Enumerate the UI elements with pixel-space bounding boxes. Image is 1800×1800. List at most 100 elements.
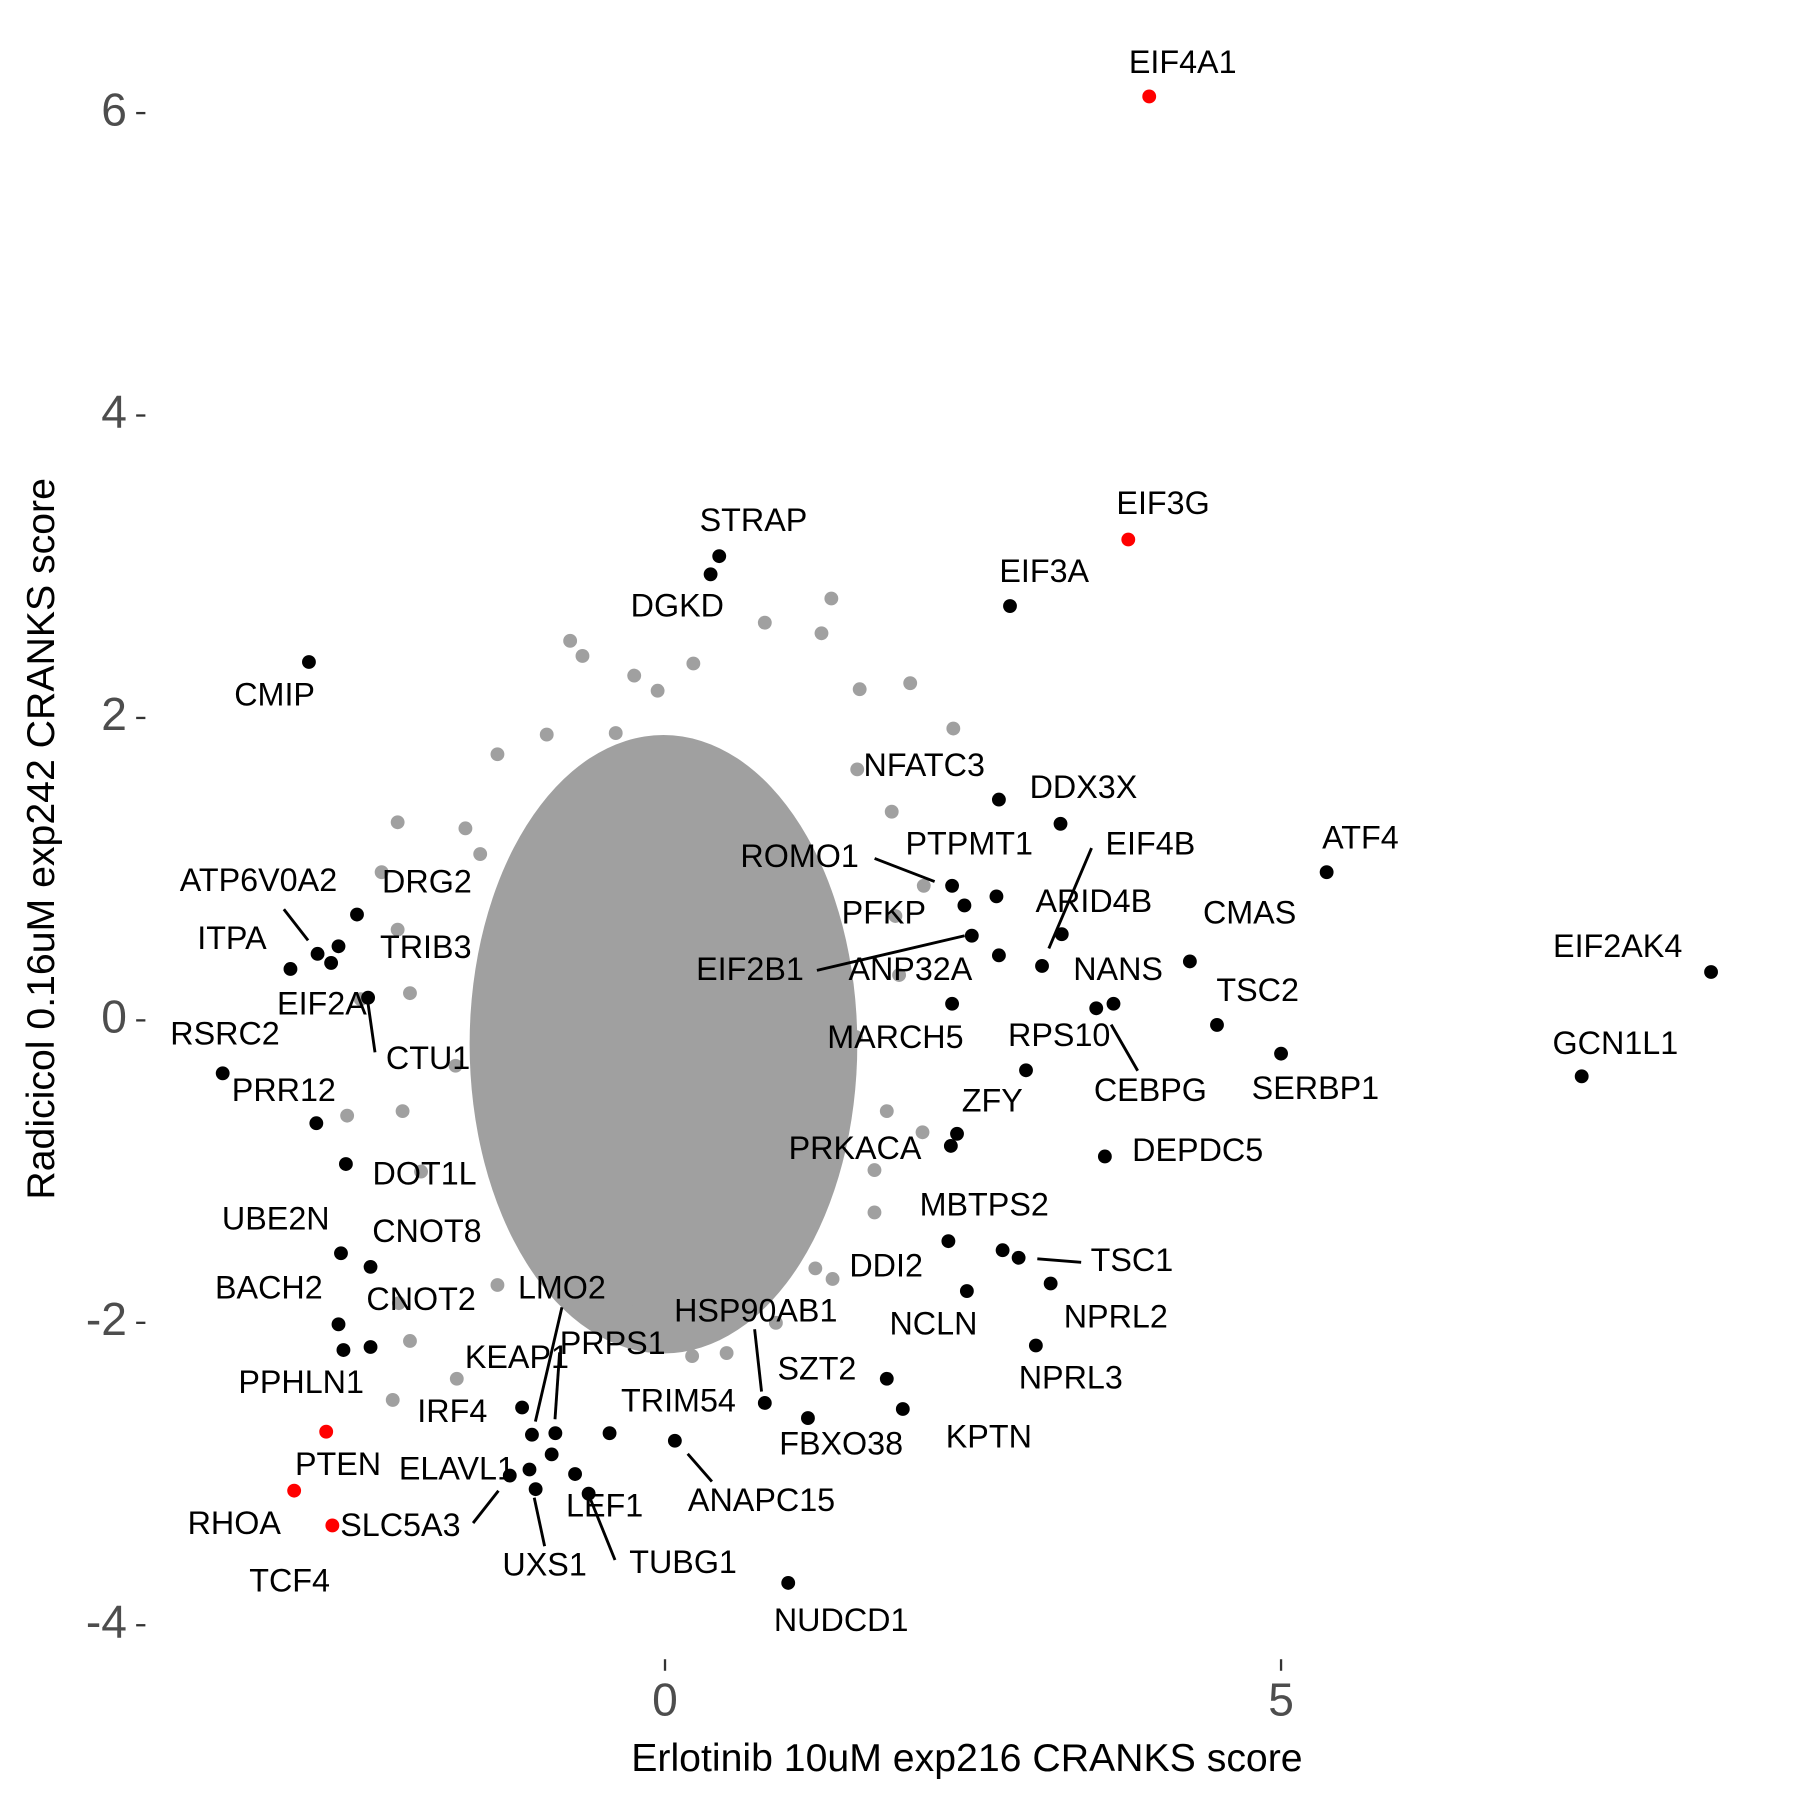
- point-label: UXS1: [502, 1546, 586, 1582]
- point: [781, 1575, 796, 1590]
- point-label: ANAPC15: [688, 1482, 835, 1518]
- point: [1035, 959, 1049, 973]
- point: [945, 996, 960, 1011]
- point: [757, 615, 772, 630]
- point: [350, 907, 364, 922]
- point: [490, 747, 505, 762]
- point: [814, 626, 829, 641]
- point-label: PRPS1: [560, 1325, 666, 1361]
- point: [490, 1278, 505, 1292]
- point: [712, 549, 727, 564]
- point: [959, 1284, 974, 1298]
- leader-line: [816, 934, 965, 972]
- point: [719, 1346, 734, 1360]
- point-label: NCLN: [889, 1305, 977, 1341]
- point-label: PPHLN1: [238, 1364, 364, 1400]
- point: [801, 1411, 815, 1426]
- point: [525, 1427, 539, 1442]
- point: [568, 1467, 582, 1481]
- point: [825, 1272, 840, 1286]
- point: [650, 683, 665, 698]
- point: [703, 567, 718, 582]
- point: [325, 1518, 340, 1533]
- leader-line: [533, 1306, 564, 1422]
- point-label: TUBG1: [629, 1544, 737, 1580]
- point-label: MBTPS2: [920, 1186, 1049, 1222]
- point: [941, 1234, 956, 1249]
- point-label: BACH2: [215, 1270, 323, 1306]
- point: [502, 1468, 517, 1483]
- point-label: MARCH5: [827, 1019, 963, 1055]
- point-label: EIF4B: [1106, 825, 1196, 861]
- point: [336, 1343, 351, 1357]
- point: [957, 898, 972, 913]
- point: [391, 1296, 406, 1311]
- point: [879, 1104, 894, 1119]
- point: [991, 792, 1006, 807]
- point: [449, 1371, 464, 1386]
- leader-line: [753, 1329, 763, 1392]
- point-label: TSC1: [1091, 1242, 1174, 1278]
- point: [340, 1108, 355, 1123]
- point: [309, 1116, 324, 1131]
- point-label: KPTN: [946, 1418, 1032, 1454]
- point: [522, 1462, 537, 1477]
- leader-line: [874, 857, 936, 883]
- point-label: KEAP1: [465, 1339, 569, 1375]
- point-label: PFKP: [842, 895, 926, 931]
- point-label: SZT2: [777, 1350, 856, 1386]
- point: [1121, 532, 1136, 547]
- point-label: SERBP1: [1252, 1070, 1379, 1106]
- leader-line: [553, 1352, 562, 1420]
- point-label: TSC2: [1216, 972, 1299, 1008]
- point: [915, 1125, 930, 1140]
- point: [852, 682, 867, 697]
- point: [867, 1163, 882, 1178]
- point-label: TRIB3: [380, 929, 472, 965]
- point: [334, 1246, 348, 1261]
- leader-line: [686, 1452, 714, 1483]
- y-axis-title: Radicicol 0.16uM exp242 CRANKS score: [19, 478, 63, 1200]
- y-tick-label: -2: [86, 1293, 127, 1345]
- leader-line: [532, 1497, 547, 1547]
- point-label: DRG2: [382, 863, 472, 899]
- point: [458, 821, 473, 836]
- point: [850, 762, 865, 777]
- point: [448, 1058, 463, 1073]
- point-label: CTU1: [386, 1040, 470, 1076]
- point-label: SLC5A3: [340, 1507, 460, 1543]
- y-tick-label: 0: [101, 991, 127, 1043]
- y-tick-label: 2: [101, 688, 127, 740]
- point-label: CMIP: [234, 676, 315, 712]
- leader-line: [1037, 1257, 1082, 1264]
- x-tick-label: 0: [652, 1673, 678, 1725]
- point-label: EIF2AK4: [1553, 928, 1682, 964]
- point-label: FBXO38: [779, 1425, 903, 1461]
- point: [563, 633, 578, 648]
- point: [473, 847, 488, 861]
- point: [989, 889, 1004, 904]
- point-label: RHOA: [188, 1505, 282, 1541]
- leader-line: [282, 908, 310, 942]
- point-label: EIF3G: [1116, 485, 1209, 521]
- point-label: DEPDC5: [1132, 1132, 1263, 1168]
- point: [215, 1066, 230, 1081]
- point: [283, 962, 298, 976]
- point-label: TRIM54: [621, 1383, 736, 1419]
- point: [808, 1261, 823, 1276]
- point-label: PTPMT1: [906, 825, 1033, 861]
- point: [331, 1317, 346, 1332]
- point-label: CEBPG: [1094, 1072, 1207, 1108]
- point-label: RSRC2: [170, 1016, 279, 1052]
- point-label: PRR12: [232, 1072, 336, 1108]
- point: [395, 1104, 410, 1119]
- point: [945, 878, 960, 893]
- point: [824, 591, 839, 606]
- point: [867, 1205, 882, 1220]
- point: [390, 815, 405, 830]
- point-label: NANS: [1073, 951, 1163, 987]
- point: [1097, 1149, 1112, 1164]
- point-label: CMAS: [1203, 895, 1296, 931]
